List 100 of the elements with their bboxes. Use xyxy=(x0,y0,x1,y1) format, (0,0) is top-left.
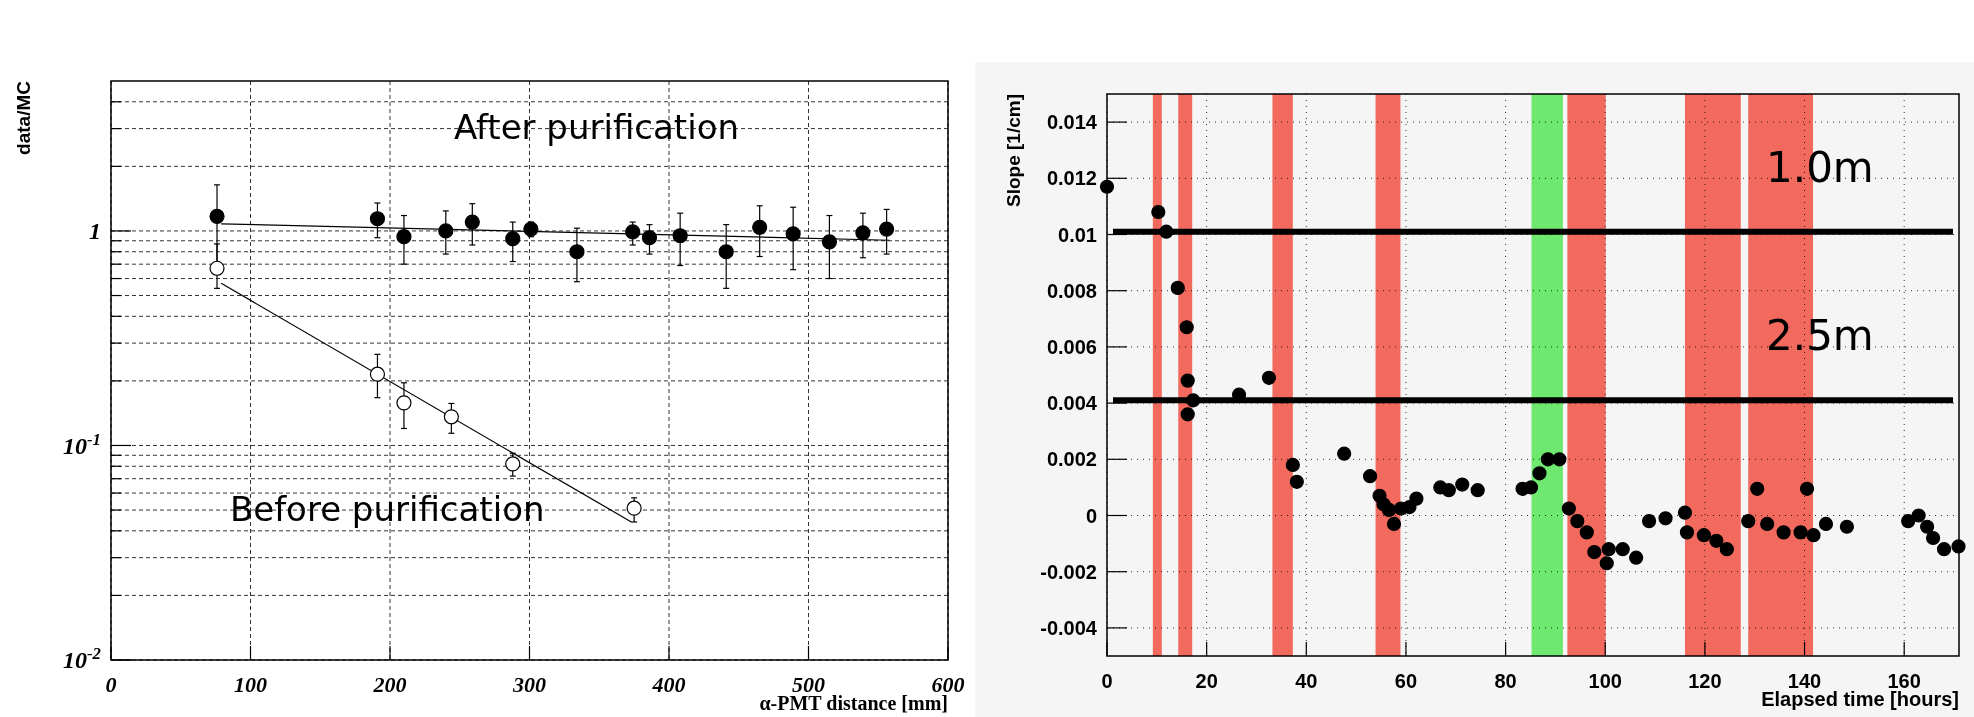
x-tick-label: 20 xyxy=(1195,670,1218,692)
point xyxy=(785,226,801,242)
point xyxy=(1151,204,1166,220)
y-tick-label: 1 xyxy=(89,218,101,245)
point xyxy=(1799,481,1815,496)
point xyxy=(1719,542,1734,557)
point xyxy=(821,234,838,250)
point xyxy=(369,211,386,227)
x-tick-label: 120 xyxy=(1688,670,1722,692)
point xyxy=(1629,550,1644,565)
point xyxy=(1180,407,1195,422)
point xyxy=(1561,501,1576,516)
x-tick-label: 40 xyxy=(1295,670,1318,692)
point xyxy=(438,223,454,239)
y-tick-label: 0.006 xyxy=(1046,335,1097,358)
point xyxy=(1540,452,1556,467)
point xyxy=(1570,514,1585,529)
y-tick-label: 0.012 xyxy=(1046,167,1097,190)
point xyxy=(879,221,895,237)
point xyxy=(1818,516,1834,532)
point xyxy=(1806,528,1821,543)
point xyxy=(1750,481,1765,496)
point xyxy=(1470,483,1485,498)
point xyxy=(1741,514,1756,529)
x-tick-label: 80 xyxy=(1494,670,1517,692)
x-tick-label: 200 xyxy=(372,672,407,697)
point xyxy=(1337,446,1352,461)
point xyxy=(1179,320,1194,335)
point xyxy=(1615,542,1630,557)
y-tick-label: 0.014 xyxy=(1046,111,1098,134)
point xyxy=(752,219,768,235)
point xyxy=(1186,393,1201,408)
point xyxy=(718,244,734,260)
point xyxy=(1901,514,1916,529)
point xyxy=(1587,544,1602,560)
point xyxy=(1709,533,1724,548)
point xyxy=(1362,469,1378,484)
point xyxy=(1696,528,1711,543)
point xyxy=(1180,373,1195,388)
point xyxy=(1285,457,1300,473)
point xyxy=(1936,542,1952,557)
point xyxy=(1776,525,1791,540)
annotation: After purification xyxy=(453,107,740,148)
y-axis-title: data/MC xyxy=(13,80,34,155)
point xyxy=(505,231,521,247)
point xyxy=(1641,514,1657,529)
y-tick-label: 10$^{-1}$ xyxy=(63,429,101,459)
point xyxy=(1925,530,1941,546)
point xyxy=(1911,508,1926,523)
point xyxy=(625,224,641,240)
point xyxy=(1760,516,1775,532)
point xyxy=(396,229,412,245)
point xyxy=(505,456,521,472)
y-tick-label: -0.004 xyxy=(1040,616,1098,639)
point xyxy=(443,409,459,425)
y-tick-label: 0.008 xyxy=(1046,279,1097,302)
point xyxy=(209,208,225,224)
point xyxy=(1599,556,1614,571)
y-tick-label: -0.002 xyxy=(1040,560,1097,583)
y-axis-title: Slope [1/cm] xyxy=(1003,94,1024,207)
point xyxy=(626,500,642,516)
point xyxy=(209,260,225,276)
y-tick-label: 0.002 xyxy=(1046,448,1097,471)
point xyxy=(1679,525,1695,540)
point xyxy=(641,230,658,246)
point xyxy=(1658,511,1673,526)
point xyxy=(1793,525,1808,540)
point xyxy=(855,225,871,241)
y-tick-label: 0 xyxy=(1085,504,1097,527)
point xyxy=(569,244,585,260)
y-tick-label: 0.01 xyxy=(1058,223,1097,246)
x-tick-label: 0 xyxy=(105,672,117,697)
point xyxy=(1677,505,1693,520)
point xyxy=(1170,280,1185,295)
point xyxy=(369,366,386,382)
annotation: Before purification xyxy=(229,489,545,530)
point xyxy=(1552,452,1567,467)
point xyxy=(1523,480,1539,495)
point xyxy=(1839,519,1854,534)
point xyxy=(464,214,480,230)
point xyxy=(1289,474,1304,489)
x-tick-label: 100 xyxy=(234,672,267,697)
x-tick-label: 100 xyxy=(1588,670,1622,692)
point xyxy=(1455,477,1470,492)
y-tick-label: 0.004 xyxy=(1046,392,1098,415)
point xyxy=(396,395,412,411)
point xyxy=(1920,519,1935,534)
point xyxy=(1159,224,1174,239)
point xyxy=(1381,502,1397,517)
point xyxy=(1579,525,1594,540)
point xyxy=(1386,516,1402,532)
point xyxy=(1532,466,1547,481)
point xyxy=(1261,370,1277,385)
x-tick-label: 60 xyxy=(1394,670,1418,692)
point xyxy=(523,221,539,237)
point xyxy=(1601,542,1616,557)
x-tick-label: 400 xyxy=(651,672,686,697)
point xyxy=(672,228,688,244)
point xyxy=(1441,483,1456,498)
x-tick-label: 300 xyxy=(512,672,546,697)
